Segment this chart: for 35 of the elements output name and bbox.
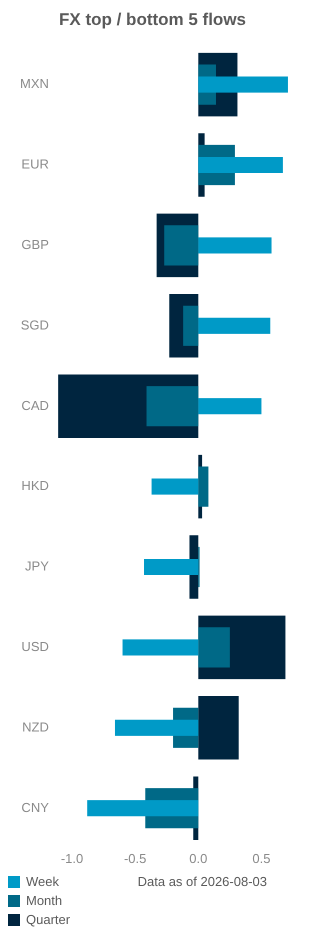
y-tick-label: JPY xyxy=(25,558,50,574)
bar xyxy=(122,639,198,656)
bar xyxy=(198,466,208,507)
bar xyxy=(87,800,198,816)
bar xyxy=(164,225,198,266)
bar xyxy=(198,237,272,254)
legend-label: Month xyxy=(26,893,62,908)
y-tick-label: SGD xyxy=(20,317,49,332)
bar xyxy=(198,76,288,93)
x-tick-label: -1.0 xyxy=(60,850,84,866)
y-tick-label: EUR xyxy=(21,156,49,172)
legend-label: Week xyxy=(26,874,59,889)
y-tick-label: NZD xyxy=(22,719,49,734)
y-tick-label: GBP xyxy=(21,236,49,252)
bar xyxy=(198,318,270,334)
bar xyxy=(152,478,198,495)
bar xyxy=(198,627,230,668)
y-tick-label: CNY xyxy=(21,800,50,815)
bar xyxy=(114,720,198,736)
y-tick-label: MXN xyxy=(20,76,49,92)
chart-title: FX top / bottom 5 flows xyxy=(59,10,246,29)
bar xyxy=(144,558,198,576)
bar xyxy=(146,386,198,426)
text: Data as of 2026-08-03 xyxy=(138,874,267,889)
x-tick-label: 0.5 xyxy=(252,850,270,866)
x-tick-label: 0.0 xyxy=(189,850,208,866)
bar xyxy=(198,156,283,174)
x-tick-label: -0.5 xyxy=(124,850,146,866)
y-tick-label: CAD xyxy=(21,398,49,413)
legend-label: Quarter xyxy=(26,912,70,927)
y-tick-label: HKD xyxy=(21,478,49,494)
bar xyxy=(183,306,198,346)
bar xyxy=(198,398,262,414)
bar xyxy=(198,696,239,760)
y-tick-label: USD xyxy=(21,638,49,654)
